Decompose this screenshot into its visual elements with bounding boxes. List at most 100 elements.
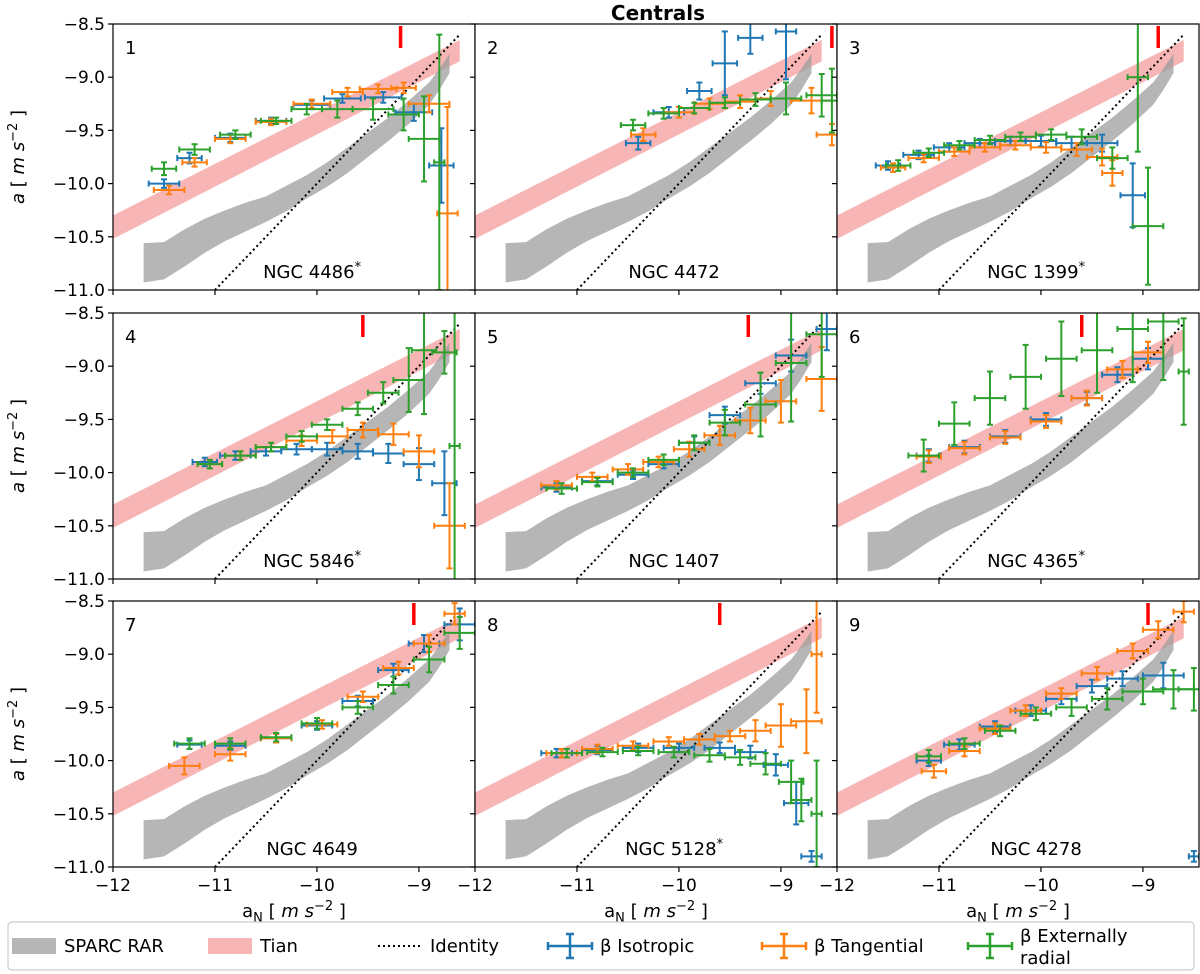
- legend-label: β Isotropic: [600, 936, 694, 957]
- radial-errorbar: [300, 717, 334, 730]
- isotropic-errorbar: [737, 24, 764, 55]
- radial-errorbar: [443, 615, 475, 650]
- radial-errorbar: [937, 401, 971, 446]
- panel-number: 2: [487, 38, 498, 59]
- legend-label: β Tangential: [814, 936, 924, 957]
- isotropic-errorbar: [1106, 670, 1139, 688]
- legend-label: SPARC RAR: [64, 936, 164, 957]
- y-tick-label: −10.0: [53, 464, 105, 484]
- radial-errorbar: [259, 116, 293, 126]
- series-radial: [619, 67, 837, 134]
- y-tick-label: −10.0: [53, 175, 105, 195]
- tangential-errorbar: [540, 480, 573, 491]
- tian-band: [475, 616, 822, 816]
- sparc-rar-band: [867, 630, 1174, 860]
- radial-errorbar: [1090, 687, 1124, 711]
- panel-number: 1: [125, 38, 136, 59]
- x-tick-label: −10: [299, 876, 335, 896]
- tangential-errorbar: [382, 660, 415, 676]
- series-radial: [884, 24, 1165, 286]
- panel-plot-area: [837, 24, 1185, 290]
- tangential-errorbar: [907, 152, 940, 164]
- radial-errorbar: [173, 737, 206, 750]
- panel-9: 9 NGC 4278: [832, 600, 1200, 872]
- identity-line: [214, 322, 461, 579]
- panels-grid: 1 NGC 4486* 2 NGC 4472 3 NGC 1399* 4 NGC 5846* 5…: [108, 23, 1200, 872]
- y-axis-label: a [ m s−2 ]: [6, 110, 29, 204]
- y-tick-label: −9.5: [64, 410, 105, 430]
- radial-errorbar: [708, 96, 742, 110]
- radial-errorbar: [1019, 706, 1053, 722]
- isotropic-errorbar: [372, 442, 405, 465]
- x-tick-label: −10: [1023, 876, 1059, 896]
- y-tick-label: −11.0: [53, 281, 105, 301]
- tangential-errorbar: [810, 601, 823, 714]
- tangential-errorbar: [1070, 389, 1104, 407]
- y-tick-label: −8.5: [64, 592, 105, 612]
- identity-line: [214, 33, 461, 290]
- x-tick-label: −12: [95, 876, 131, 896]
- radial-errorbar: [1147, 313, 1180, 382]
- tangential-errorbar: [152, 184, 186, 196]
- tangential-errorbar: [407, 94, 451, 114]
- sparc-rar-band: [143, 342, 450, 572]
- isotropic-errorbar: [323, 93, 362, 104]
- legend-item-tian: Tian: [208, 936, 298, 957]
- tangential-errorbar: [346, 690, 380, 704]
- panel-number: 3: [849, 38, 860, 59]
- series-tangential: [920, 601, 1195, 779]
- radial-errorbar: [1065, 128, 1099, 146]
- radial-errorbar: [341, 700, 375, 715]
- legend-swatch: [208, 938, 252, 954]
- y-tick-label: −10.5: [53, 517, 105, 537]
- isotropic-errorbar: [147, 178, 181, 189]
- tangential-errorbar: [213, 133, 247, 145]
- x-axis-labels: −12 −11 −10 −9aN [ m s−2 ]−12 −11 −10 −9aN [ m…: [95, 876, 1155, 926]
- identity-line: [214, 610, 461, 867]
- radial-errorbar: [219, 129, 252, 140]
- y-tick-label: −8.5: [64, 15, 105, 35]
- series-tangential: [168, 602, 466, 776]
- series-radial: [196, 313, 461, 579]
- legend-label: Tian: [259, 936, 298, 957]
- radial-errorbar: [433, 33, 446, 290]
- y-tick-label: −11.0: [53, 570, 105, 590]
- panel-plot-area: [475, 601, 823, 867]
- radial-errorbar: [310, 418, 344, 432]
- radial-errorbar: [943, 140, 976, 151]
- radial-errorbar: [657, 745, 691, 759]
- radial-errorbar: [351, 97, 395, 121]
- radial-errorbar: [1096, 146, 1129, 170]
- identity-line: [938, 610, 1185, 867]
- panel-4: 4 NGC 5846*: [108, 312, 476, 584]
- sparc-rar-band: [143, 53, 450, 283]
- legend-swatch: [546, 932, 594, 960]
- radial-errorbar: [259, 731, 293, 743]
- radial-errorbar: [948, 737, 981, 750]
- tangential-errorbar: [390, 81, 417, 95]
- galaxy-label: NGC 4649: [266, 839, 358, 860]
- panel-plot-area: [113, 26, 461, 290]
- legend-item-sparc: SPARC RAR: [12, 936, 164, 957]
- x-tick-label: −10: [661, 876, 697, 896]
- radial-errorbar: [774, 313, 808, 423]
- legend-swatch: [12, 938, 56, 954]
- tian-band: [475, 328, 822, 528]
- radial-errorbar: [366, 381, 400, 405]
- isotropic-errorbar: [624, 135, 652, 151]
- radial-errorbar: [912, 147, 946, 158]
- radial-errorbar: [616, 467, 650, 478]
- series-radial: [915, 667, 1199, 764]
- galaxy-label: NGC 5128*: [625, 837, 724, 860]
- radial-errorbar: [749, 752, 782, 776]
- radial-errorbar: [1177, 667, 1199, 712]
- tangential-errorbar: [790, 688, 823, 755]
- panel-number: 6: [849, 327, 860, 348]
- tangential-errorbar: [672, 440, 706, 458]
- radial-errorbar: [431, 330, 458, 375]
- sparc-rar-band: [867, 342, 1174, 572]
- radial-errorbar: [810, 759, 823, 867]
- x-tick-label: −12: [457, 876, 493, 896]
- panel-3: 3 NGC 1399*: [832, 23, 1200, 295]
